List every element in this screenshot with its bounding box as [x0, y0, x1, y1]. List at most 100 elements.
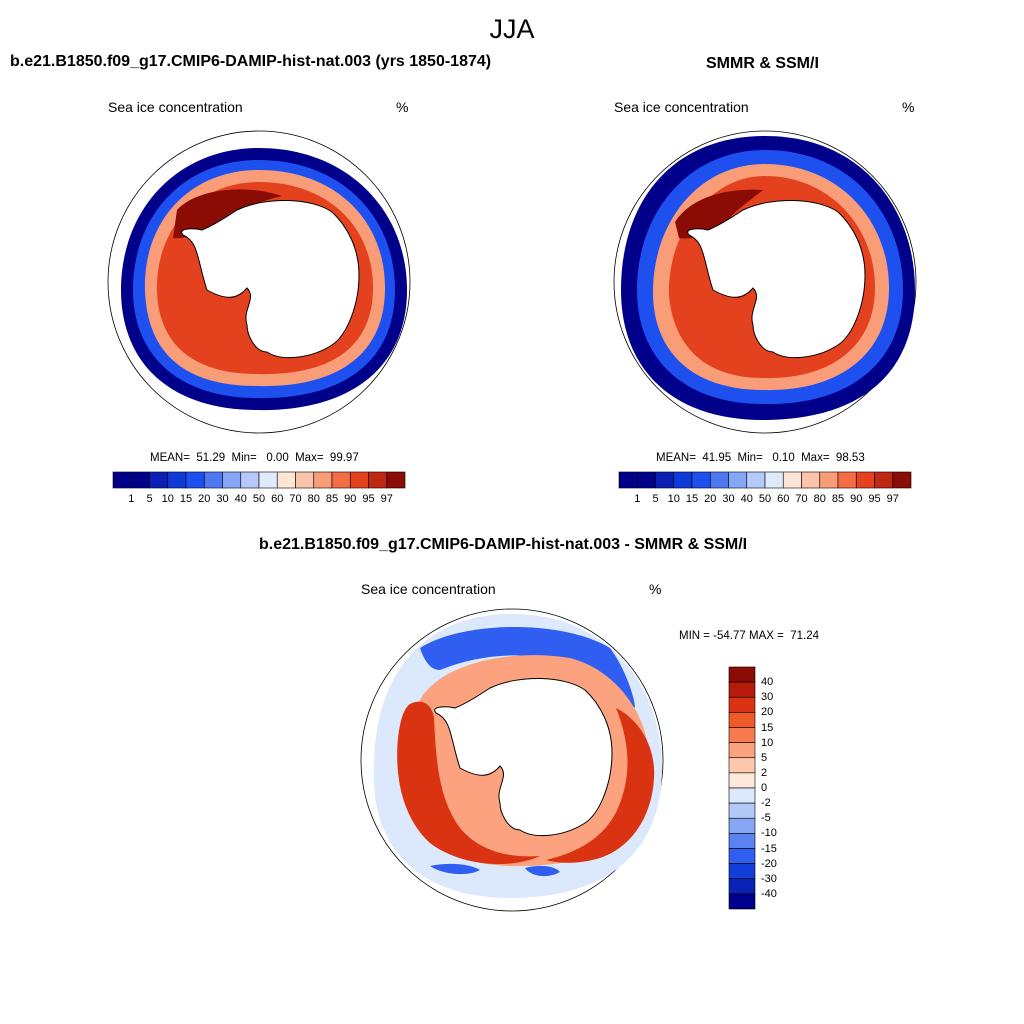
colorbar-tick-label: -30: [761, 872, 777, 885]
colorbar-tick-label: 5: [761, 751, 768, 764]
colorbar-box: [349, 471, 369, 489]
colorbar-box: [185, 471, 205, 489]
diff-neg-patch-bottom: [430, 863, 480, 875]
model-variable-label: Sea ice concentration: [108, 99, 243, 115]
colorbar-box: [240, 471, 260, 489]
colorbar-tick-label: -20: [761, 857, 777, 870]
diff-neg-band-top: [420, 626, 635, 708]
colorbar-box: [837, 471, 857, 489]
colorbar-box: [782, 471, 802, 489]
colorbar-box: [728, 878, 756, 895]
colorbar-box: [331, 471, 351, 489]
colorbar-box: [728, 727, 756, 743]
colorbar-tick-label: 10: [161, 493, 174, 505]
obs-colorbar-ticks: 1 5 10 15 20 30 40 50 60 70 80 85 90 95 97: [619, 493, 911, 507]
model-sea-ice-map: [107, 130, 411, 434]
diff-panel-title: b.e21.B1850.f09_g17.CMIP6-DAMIP-hist-nat…: [259, 536, 748, 553]
colorbar-box: [728, 802, 756, 819]
colorbar-box: [386, 471, 406, 489]
colorbar-tick-label: -40: [761, 887, 777, 900]
model-colorbar-ticks: 1 5 10 15 20 30 40 50 60 70 80 85 90 95 97: [113, 493, 405, 507]
diff-sea-ice-map: [360, 608, 664, 912]
colorbar-tick-label: 97: [886, 493, 899, 505]
colorbar-tick-label: 40: [761, 676, 774, 689]
obs-stats: MEAN= 41.95 Min= 0.10 Max= 98.53: [656, 452, 865, 464]
diff-stats: MIN = -54.77 MAX = 71.24: [679, 630, 819, 642]
model-stats: MEAN= 51.29 Min= 0.00 Max= 99.97: [150, 452, 359, 464]
colorbar-tick-label: 85: [325, 493, 339, 505]
colorbar-box: [801, 471, 821, 489]
colorbar-tick-label: 10: [667, 493, 680, 505]
colorbar-tick-label: 1: [128, 493, 135, 505]
colorbar-box: [222, 471, 242, 489]
colorbar-box: [874, 471, 894, 489]
colorbar-tick-label: 15: [179, 493, 193, 505]
colorbar-tick-label: 30: [761, 691, 774, 704]
colorbar-box: [728, 696, 756, 713]
colorbar-tick-label: 1: [634, 493, 641, 505]
colorbar-tick-label: 60: [271, 493, 284, 505]
colorbar-tick-label: 90: [850, 493, 863, 505]
ice-band-high: [675, 189, 763, 239]
colorbar-box: [167, 471, 187, 489]
colorbar-tick-label: -10: [761, 827, 777, 840]
colorbar-tick-label: 60: [777, 493, 790, 505]
colorbar-box: [636, 471, 656, 489]
colorbar-tick-label: 15: [761, 721, 774, 734]
colorbar-box: [728, 471, 748, 489]
colorbar-box: [709, 471, 729, 489]
colorbar-box: [728, 666, 756, 683]
colorbar-tick-label: 50: [252, 493, 266, 505]
colorbar-tick-label: 2: [761, 766, 768, 779]
colorbar-tick-label: 80: [307, 493, 320, 505]
colorbar-tick-label: 20: [198, 493, 211, 505]
colorbar-box: [130, 471, 150, 489]
colorbar-box: [258, 471, 278, 489]
diff-colorbar-ticks: 40 30 20 15 10 5 2 0 -2 -5 -10 -15 -20 -30 -40: [761, 667, 801, 909]
colorbar-box: [728, 742, 756, 759]
colorbar-tick-label: 70: [289, 493, 302, 505]
colorbar-box: [112, 471, 132, 489]
colorbar-box: [728, 848, 756, 864]
colorbar-box: [892, 471, 912, 489]
colorbar-box: [728, 757, 756, 774]
colorbar-box: [728, 893, 756, 910]
colorbar-box: [673, 471, 693, 489]
colorbar-box: [295, 471, 315, 489]
colorbar-box: [149, 471, 169, 489]
obs-sea-ice-map: [613, 130, 917, 434]
colorbar-tick-label: 40: [740, 493, 753, 505]
antarctica-land: [181, 199, 360, 359]
colorbar-tick-label: 30: [216, 493, 229, 505]
colorbar-tick-label: 85: [831, 493, 845, 505]
colorbar-box: [746, 471, 766, 489]
colorbar-box: [691, 471, 711, 489]
diff-units-label: %: [649, 581, 662, 597]
ice-band-high: [173, 189, 282, 239]
season-title: JJA: [489, 14, 535, 44]
obs-units-label: %: [902, 99, 915, 115]
colorbar-box: [728, 863, 756, 880]
colorbar-tick-label: -15: [761, 842, 777, 855]
obs-panel-title: SMMR & SSM/I: [706, 55, 819, 72]
colorbar-box: [728, 772, 756, 789]
colorbar-tick-label: 70: [795, 493, 808, 505]
diff-colorbar: [728, 666, 756, 910]
colorbar-box: [313, 471, 333, 489]
colorbar-tick-label: 20: [761, 706, 774, 719]
colorbar-tick-label: -2: [761, 797, 771, 810]
colorbar-box: [728, 833, 756, 849]
colorbar-tick-label: 15: [685, 493, 699, 505]
colorbar-box: [655, 471, 675, 489]
model-colorbar: [112, 471, 406, 489]
colorbar-box: [728, 681, 756, 698]
colorbar-tick-label: 5: [652, 493, 659, 505]
colorbar-tick-label: 50: [758, 493, 772, 505]
obs-variable-label: Sea ice concentration: [614, 99, 749, 115]
colorbar-tick-label: 5: [146, 493, 153, 505]
model-panel-title: b.e21.B1850.f09_g17.CMIP6-DAMIP-hist-nat…: [10, 53, 492, 70]
colorbar-box: [276, 471, 296, 489]
colorbar-box: [764, 471, 784, 489]
colorbar-box: [368, 471, 388, 489]
colorbar-tick-label: 20: [704, 493, 717, 505]
